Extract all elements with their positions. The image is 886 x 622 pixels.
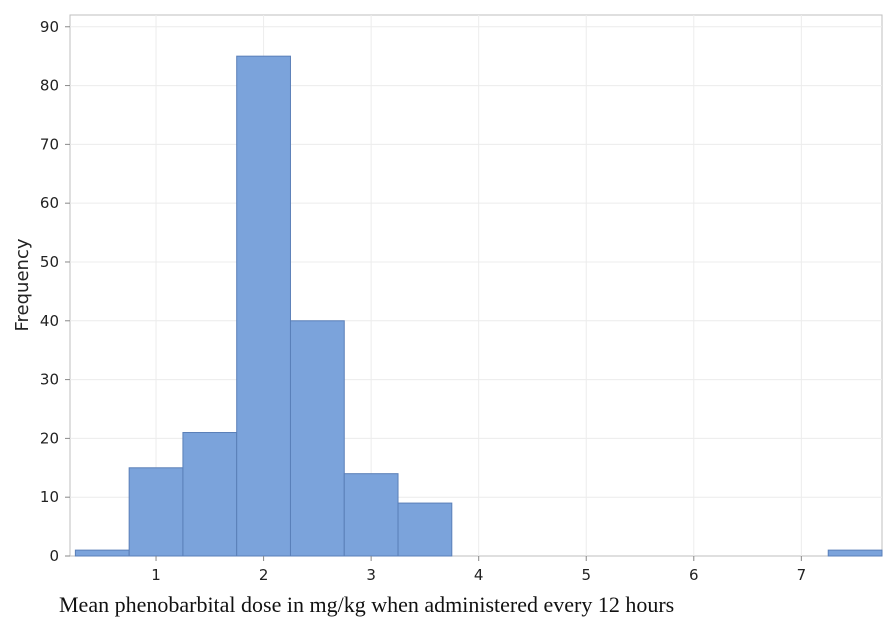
- x-tick-label: 6: [689, 566, 699, 584]
- y-tick-label: 60: [40, 194, 59, 212]
- histogram-bar: [827, 549, 883, 557]
- x-tick-label: 3: [366, 566, 376, 584]
- histogram-bar: [128, 467, 184, 557]
- x-axis-ticks: 1 2 3 4 5 6 7: [151, 556, 806, 584]
- y-tick-label: 0: [49, 547, 59, 565]
- y-tick-label: 70: [40, 135, 59, 153]
- histogram-bar: [397, 502, 453, 557]
- histogram-bar: [182, 432, 238, 557]
- x-tick-label: 2: [259, 566, 269, 584]
- y-tick-label: 20: [40, 429, 59, 447]
- y-tick-label: 30: [40, 371, 59, 389]
- y-axis-title: Frequency: [12, 238, 33, 331]
- x-axis-title: Mean phenobarbital dose in mg/kg when ad…: [59, 592, 674, 617]
- histogram-bar: [343, 473, 399, 557]
- y-tick-label: 80: [40, 77, 59, 95]
- x-tick-label: 1: [151, 566, 161, 584]
- histogram-bar: [289, 320, 345, 557]
- histogram-bar: [236, 55, 291, 557]
- y-tick-label: 90: [40, 18, 59, 36]
- histogram-bar: [74, 549, 130, 557]
- y-tick-label: 40: [40, 312, 59, 330]
- bars: [74, 55, 883, 557]
- y-tick-label: 10: [40, 488, 59, 506]
- y-tick-label: 50: [40, 253, 59, 271]
- x-tick-label: 5: [581, 566, 591, 584]
- x-tick-label: 7: [797, 566, 807, 584]
- y-axis-ticks: 0 10 20 30 40 50 60 70 80 90: [40, 18, 70, 565]
- x-tick-label: 4: [474, 566, 484, 584]
